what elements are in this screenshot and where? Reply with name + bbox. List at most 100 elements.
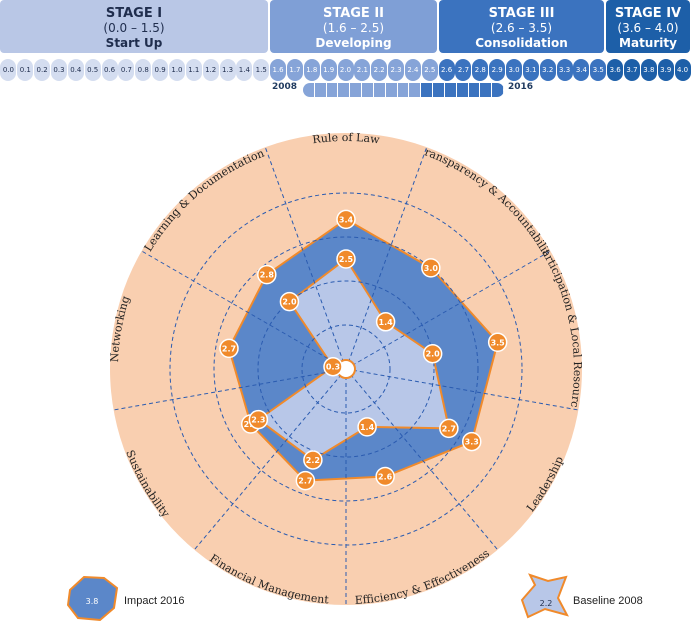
baseline-point-dot [323, 356, 343, 377]
baseline-point-dot [439, 418, 459, 439]
baseline-point-label: 0.3 [326, 363, 340, 372]
grid-spoke [345, 250, 551, 370]
impact-point-dot [375, 466, 395, 487]
stage-1-name: Start Up [105, 36, 163, 50]
timeline-end-label: 2016 [508, 82, 534, 92]
scale-tick: 0.2 [34, 59, 51, 81]
timeline-bar [303, 83, 504, 97]
grid-spoke [345, 368, 499, 551]
scale-tick: 2.4 [404, 59, 421, 81]
stage-4-name: Maturity [619, 36, 677, 50]
baseline-point-label: 2.0 [426, 350, 441, 359]
impact-point-label: 3.5 [491, 338, 506, 347]
axis-label-text: Rule of Law [312, 131, 381, 146]
scale-tick: 1.5 [253, 59, 270, 81]
impact-point-label: 2.7 [222, 344, 236, 353]
scale-tick: 2.6 [438, 59, 455, 81]
scale-tick: 3.3 [556, 59, 573, 81]
scale-tick: 1.6 [270, 59, 287, 81]
stage-3-range: (2.6 – 3.5) [490, 21, 553, 35]
scale-tick: 1.0 [168, 59, 185, 81]
scale-tick: 3.6 [607, 59, 624, 81]
impact-point-label: 2.6 [378, 473, 393, 482]
scale-tick: 2.9 [489, 59, 506, 81]
baseline-point-label: 1.4 [379, 318, 394, 327]
baseline-point-dot [357, 417, 377, 437]
impact-point-dot [257, 264, 277, 285]
legend-impact-sample: 3.8 [86, 597, 99, 606]
scale-tick: 3.0 [506, 59, 523, 81]
timeline-segment [373, 83, 386, 97]
stage-2-box: STAGE II (1.6 – 2.5) Developing [270, 0, 437, 53]
grid-ring [213, 236, 479, 502]
baseline-point-label: 2.7 [442, 424, 456, 433]
stage-2-title: STAGE II [322, 6, 385, 21]
scale-tick: 0.0 [0, 59, 17, 81]
scale-tick: 3.1 [522, 59, 539, 81]
scale-tick: 0.6 [101, 59, 118, 81]
scale-tick: 0.8 [135, 59, 152, 81]
scale-tick: 0.7 [118, 59, 135, 81]
grid-spoke [264, 147, 347, 370]
scale-tick: 2.2 [371, 59, 388, 81]
legend-impact-label: Impact 2016 [124, 595, 185, 607]
scale-tick: 1.8 [303, 59, 320, 81]
scale-tick: 0.9 [152, 59, 169, 81]
stage-3-name: Consolidation [475, 36, 568, 50]
timeline-segment [468, 83, 481, 97]
timeline-segment [456, 83, 469, 97]
scale-tick: 3.9 [657, 59, 674, 81]
axis-label: Rule of Law [312, 131, 381, 146]
timeline-segment [444, 83, 457, 97]
stage-2-range: (1.6 – 2.5) [322, 21, 385, 35]
scale-tick: 3.8 [640, 59, 657, 81]
scale-tick: 0.1 [17, 59, 34, 81]
scale-tick: 1.4 [236, 59, 253, 81]
scale-tick: 1.3 [219, 59, 236, 81]
baseline-point-dot [248, 409, 269, 430]
timeline-start-label: 2008 [272, 82, 298, 92]
impact-point-dot [461, 431, 482, 452]
stage-4-title: STAGE IV [614, 6, 682, 21]
stage-4-box: STAGE IV (3.6 – 4.0) Maturity [606, 0, 690, 53]
impact-point-label: 3.3 [465, 438, 479, 447]
scale-tick: 2.0 [337, 59, 354, 81]
baseline-point-label: 2.3 [251, 416, 265, 425]
grid-spoke [345, 368, 579, 411]
impact-point-label: 2.7 [298, 477, 312, 486]
scale-tick: 1.7 [286, 59, 303, 81]
stage-3-box: STAGE III (2.6 – 3.5) Consolidation [439, 0, 604, 53]
impact-point-dot [336, 209, 356, 230]
baseline-point-dot [303, 450, 323, 470]
scale-tick: 1.9 [320, 59, 337, 81]
impact-point-dot [421, 258, 441, 278]
stage-header: STAGE I (0.0 – 1.5) Start Up STAGE II (1… [0, 0, 691, 55]
stage-1-range: (0.0 – 1.5) [103, 21, 165, 35]
impact-point-dot [219, 338, 239, 359]
scale-tick: 3.5 [590, 59, 607, 81]
scale-tick: 0.5 [84, 59, 101, 81]
score-scale: 0.0 0.1 0.2 0.3 0.4 0.5 0.6 0.7 0.8 0.9 1.0 1.1 1.2 1… [0, 59, 691, 81]
timeline-segment [314, 83, 327, 97]
timeline-segment [397, 83, 410, 97]
scale-tick: 2.7 [455, 59, 472, 81]
scale-tick: 2.1 [354, 59, 371, 81]
stage-4-range: (3.6 – 4.0) [617, 21, 679, 35]
scale-tick: 3.4 [573, 59, 590, 81]
legend-baseline-sample: 2.2 [540, 599, 553, 608]
impact-point-label: 3.4 [339, 215, 354, 224]
baseline-point-label: 1.4 [360, 423, 375, 432]
scale-tick: 2.3 [388, 59, 405, 81]
impact-point-dot [487, 332, 508, 353]
scale-tick: 0.4 [67, 59, 84, 81]
series-baseline-area [256, 257, 451, 462]
timeline-segment [480, 83, 493, 97]
grid-spoke [193, 368, 347, 551]
timeline-segment [385, 83, 398, 97]
scale-tick: 1.1 [185, 59, 202, 81]
scale-tick: 0.3 [50, 59, 67, 81]
stage-1-box: STAGE I (0.0 – 1.5) Start Up [0, 0, 268, 53]
timeline-segment [338, 83, 351, 97]
impact-point-dot [295, 470, 316, 491]
